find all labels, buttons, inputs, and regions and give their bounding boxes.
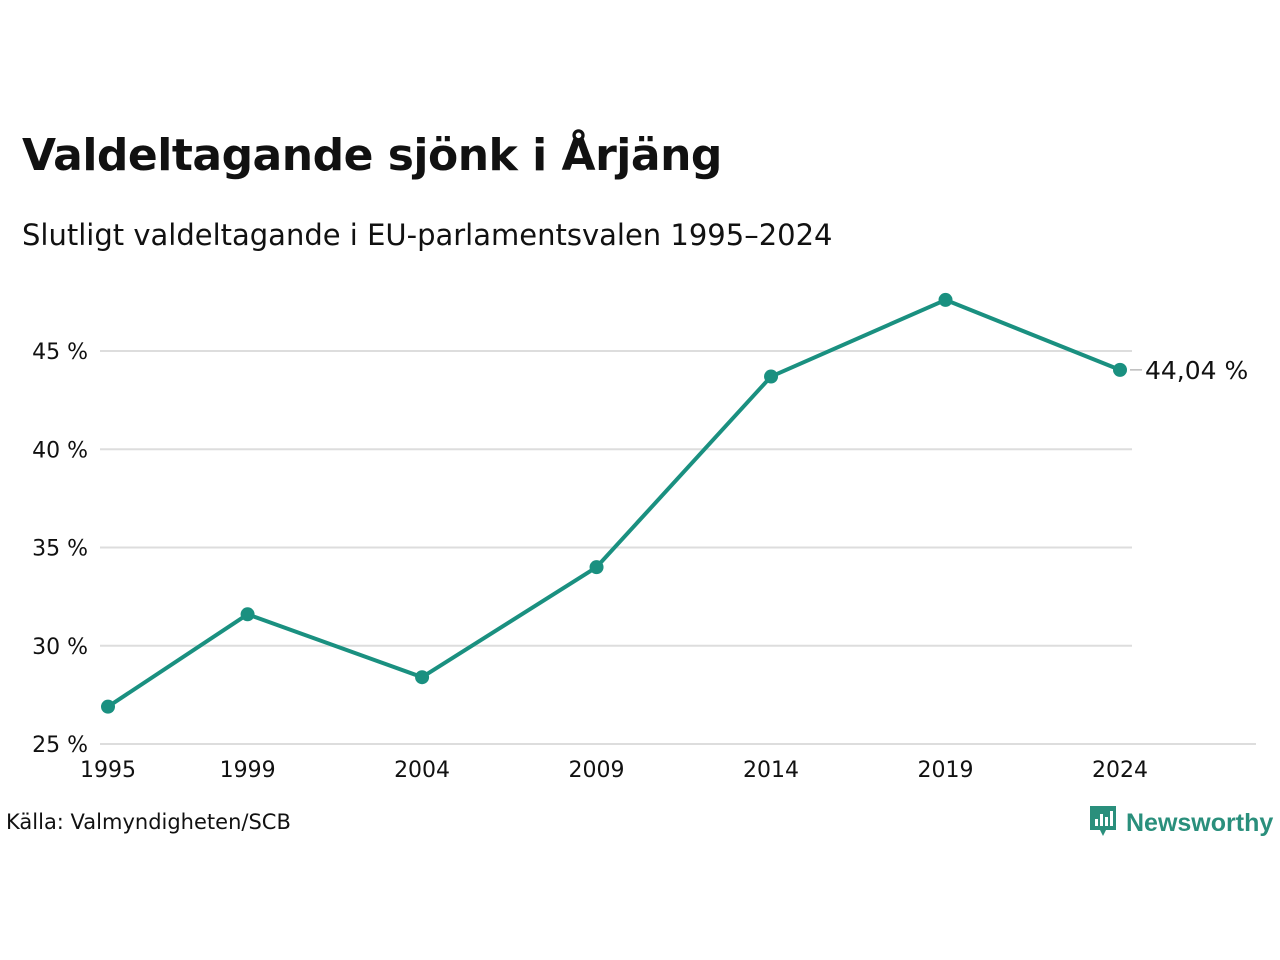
data-point [240, 607, 255, 622]
x-tick-label: 2024 [1092, 758, 1148, 783]
grid-lines [100, 350, 1132, 647]
chart-title: Valdeltagande sjönk i Årjäng [22, 130, 722, 181]
data-point [589, 560, 604, 575]
y-tick-label: 25 % [32, 733, 88, 758]
y-tick-label: 30 % [32, 635, 88, 660]
bar-chart-badge-icon [1088, 804, 1118, 842]
end-value-label: 44,04 % [1145, 356, 1248, 385]
axes: 25 % 30 % 35 % 40 % 45 % 1995 1999 2004 2009 2014… [32, 340, 1256, 783]
x-tick-label: 2014 [743, 758, 799, 783]
data-point [764, 369, 779, 384]
chart-subtitle: Slutligt valdeltagande i EU-parlamentsva… [22, 218, 833, 252]
x-tick-label: 2009 [569, 758, 625, 783]
x-tick-label: 1995 [80, 758, 136, 783]
source-note: Källa: Valmyndigheten/SCB [6, 810, 291, 834]
x-tick-label: 1999 [220, 758, 276, 783]
x-tick-label: 2019 [918, 758, 974, 783]
y-tick-label: 45 % [32, 340, 88, 365]
data-point [415, 670, 430, 685]
data-point [101, 699, 115, 714]
x-tick-label: 2004 [394, 758, 450, 783]
y-tick-label: 40 % [32, 438, 88, 463]
y-tick-label: 35 % [32, 537, 88, 562]
data-point [1113, 362, 1127, 377]
brand-name: Newsworthy [1126, 808, 1274, 837]
brand-logo: Newsworthy [1088, 804, 1273, 842]
series-layer: 44,04 % [101, 292, 1248, 714]
data-point [938, 292, 953, 307]
